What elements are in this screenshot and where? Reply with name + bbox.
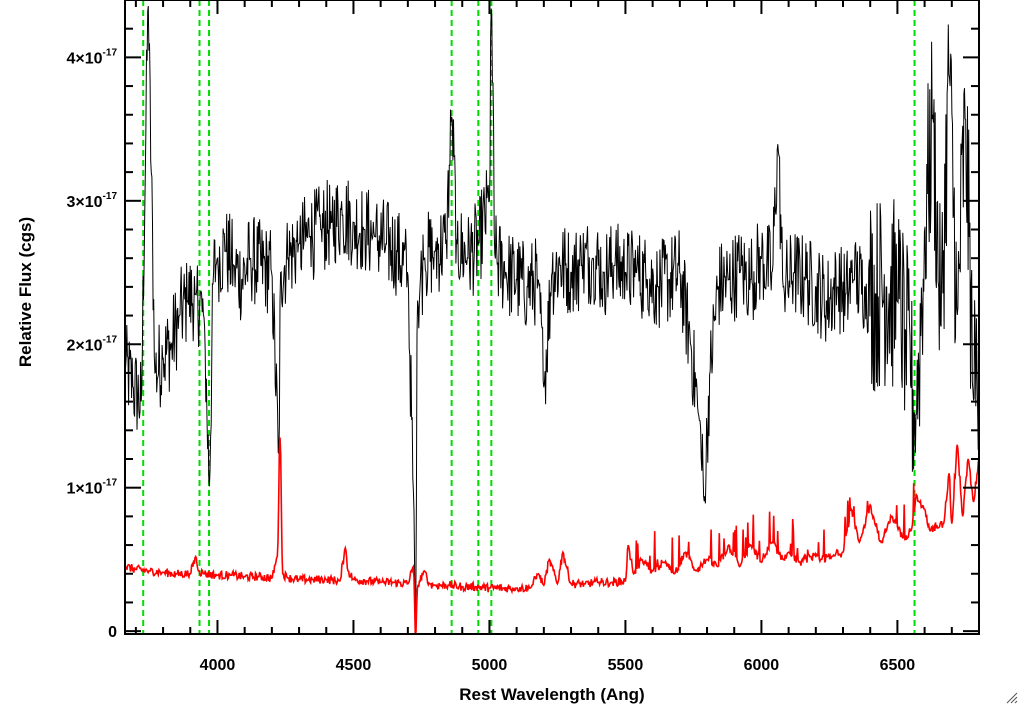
y-tick-label: 2×10-17: [67, 334, 118, 354]
y-axis-label: Relative Flux (cgs): [16, 217, 35, 367]
y-tick-label: 4×10-17: [67, 47, 118, 67]
x-axis-label: Rest Wavelength (Ang): [459, 685, 644, 704]
y-tick-label: 1×10-17: [67, 478, 118, 498]
x-tick-label: 5000: [472, 657, 508, 674]
y-tick-label: 3×10-17: [67, 191, 118, 211]
y-tick-labels: 0 1×10-17 2×10-17 3×10-17 4×10-17: [67, 47, 118, 641]
error-line: [125, 437, 979, 634]
resize-grip-icon[interactable]: [1004, 690, 1018, 704]
spectrum-line: [125, 5, 979, 623]
spectrum-series: [125, 5, 979, 634]
x-tick-label: 4000: [200, 657, 236, 674]
x-tick-label: 4500: [336, 657, 372, 674]
plot-frame: [124, 0, 980, 635]
axis-ticks: [125, 0, 979, 634]
x-tick-label: 6500: [880, 657, 916, 674]
x-tick-labels: 4000 4500 5000 5500 6000 6500: [200, 657, 916, 674]
x-tick-label: 6000: [744, 657, 780, 674]
y-tick-label: 0: [108, 624, 117, 641]
x-tick-label: 5500: [608, 657, 644, 674]
emission-line-markers: [142, 0, 916, 634]
